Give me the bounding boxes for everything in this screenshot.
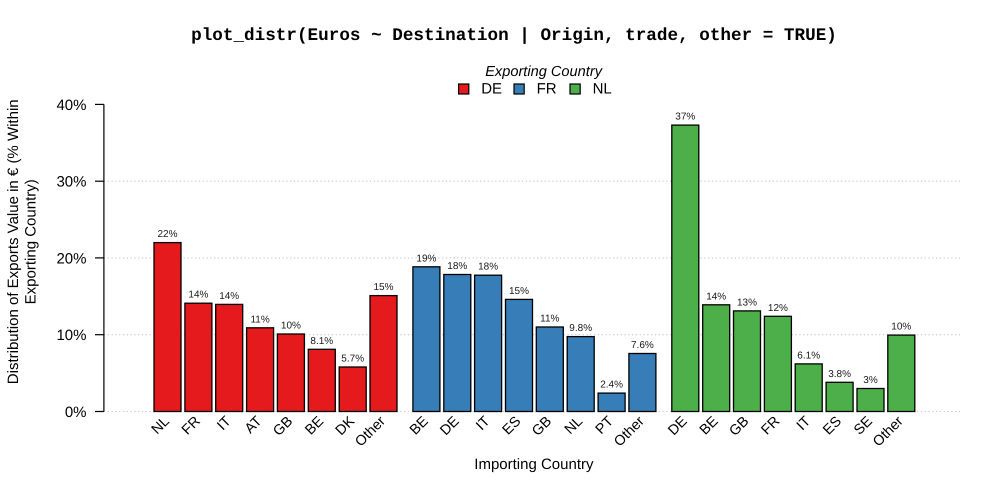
svg-text:0%: 0% (65, 404, 87, 421)
svg-text:DE: DE (481, 80, 502, 97)
svg-text:11%: 11% (250, 314, 269, 325)
svg-text:FR: FR (537, 80, 557, 97)
svg-text:15%: 15% (373, 282, 393, 293)
svg-text:15%: 15% (509, 286, 529, 297)
svg-text:10%: 10% (281, 321, 301, 332)
svg-text:Exporting Country): Exporting Country) (22, 179, 39, 304)
svg-text:14%: 14% (188, 290, 208, 301)
svg-text:18%: 18% (447, 261, 467, 272)
svg-text:10%: 10% (56, 327, 86, 344)
svg-text:Distribution of Exports Value: Distribution of Exports Value in € (% Wi… (5, 99, 22, 384)
svg-text:22%: 22% (157, 229, 177, 240)
svg-text:20%: 20% (56, 250, 86, 267)
svg-text:14%: 14% (706, 291, 726, 302)
svg-text:18%: 18% (478, 262, 498, 273)
svg-text:14%: 14% (219, 291, 239, 302)
svg-text:9.8%: 9.8% (569, 323, 592, 334)
svg-text:5.7%: 5.7% (341, 354, 364, 365)
svg-text:7.6%: 7.6% (631, 340, 654, 351)
svg-text:3%: 3% (863, 375, 878, 386)
svg-text:12%: 12% (768, 303, 788, 314)
svg-text:8.1%: 8.1% (310, 336, 333, 347)
svg-text:2.4%: 2.4% (600, 380, 623, 391)
svg-text:13%: 13% (737, 297, 757, 308)
svg-text:NL: NL (593, 80, 612, 97)
svg-text:40%: 40% (56, 97, 86, 114)
svg-text:6.1%: 6.1% (797, 350, 820, 361)
svg-text:19%: 19% (416, 253, 436, 264)
svg-text:11%: 11% (540, 314, 559, 325)
svg-text:Importing Country: Importing Country (474, 456, 594, 473)
svg-text:3.8%: 3.8% (828, 369, 851, 380)
svg-text:10%: 10% (891, 322, 911, 333)
svg-text:Exporting Country: Exporting Country (485, 64, 604, 80)
svg-text:37%: 37% (675, 112, 695, 123)
svg-text:30%: 30% (56, 174, 86, 191)
svg-text:plot_distr(Euros ~ Destination: plot_distr(Euros ~ Destination | Origin,… (191, 26, 837, 46)
